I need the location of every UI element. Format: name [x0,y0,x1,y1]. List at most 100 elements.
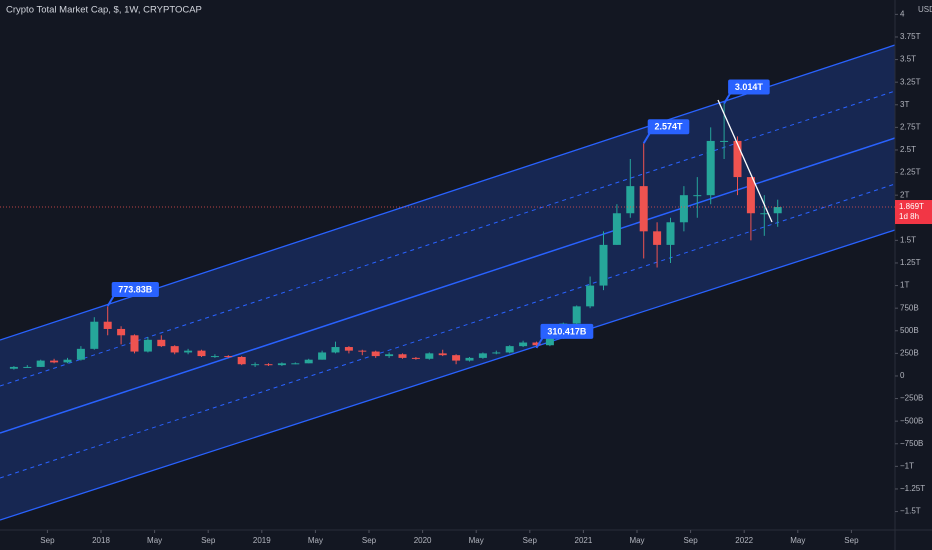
candle-body [170,346,179,353]
candle-body [358,350,367,352]
candle-body [572,306,581,324]
candle-body [760,213,769,215]
candle-body [63,359,72,363]
candle-body [492,352,501,354]
candle-body [331,347,340,353]
callout-pointer [642,132,651,144]
candle-body [773,207,782,214]
candle-body [411,357,420,359]
y-tick-label: 2.25T [900,168,921,177]
y-tick-label: 2.5T [900,145,916,154]
y-tick-label: 750B [900,303,919,312]
candle-body [452,355,461,361]
candle-body [639,186,648,232]
candle-body [103,321,112,329]
x-tick-label: 2021 [575,536,593,545]
candle-body [599,244,608,286]
y-tick-label: −750B [900,439,923,448]
channel-fill [0,45,895,520]
candle-body [653,231,662,245]
callout-pointer [723,92,731,105]
channel-quarter [0,90,896,387]
candle-body [184,350,193,353]
channel-mid [0,137,896,434]
candle-body [746,177,755,214]
x-tick-label: Sep [683,536,698,545]
x-tick-label: 2019 [253,536,271,545]
candle-body [465,357,474,361]
candle-body [679,195,688,223]
candle-body [277,363,286,366]
candle-body [197,350,206,357]
candle-body [586,285,595,307]
candle-body [612,213,621,245]
candle-body [385,354,394,357]
candle-body [117,328,126,336]
callout-pointer [106,295,115,307]
x-tick-label: May [147,536,162,545]
callout-label: 773.83B [118,284,153,294]
y-tick-label: 2T [900,190,909,199]
trend-line [717,99,773,223]
x-tick-label: 2020 [414,536,432,545]
candle-body [157,339,166,347]
y-tick-label: −1.25T [900,484,925,493]
x-tick-label: Sep [523,536,538,545]
y-tick-label: 1.5T [900,235,916,244]
candle-body [626,186,635,214]
candle-body [438,353,447,356]
y-tick-label: 3.25T [900,77,921,86]
y-tick-label: 4 [900,9,905,18]
candle-body [143,339,152,352]
x-tick-label: Sep [362,536,377,545]
candle-body [76,348,85,360]
x-tick-label: Sep [40,536,55,545]
y-tick-label: 2.75T [900,122,921,131]
candle-body [318,352,327,360]
currency: USD [918,5,932,14]
callout-box [540,323,594,339]
candle-body [693,195,702,197]
candle-body [398,354,407,358]
candle-body [9,366,18,369]
x-tick-label: May [790,536,805,545]
last-price-label: 1.869T [899,202,924,211]
channel-lower [0,229,896,521]
candle-body [23,366,32,368]
y-tick-label: 1.25T [900,258,921,267]
x-tick-label: 2022 [735,536,753,545]
y-tick-label: 500B [900,326,919,335]
candle-body [210,356,219,358]
candle-body [733,140,742,178]
x-tick-label: May [308,536,323,545]
y-tick-label: 0 [900,371,905,380]
callout-label: 310.417B [547,326,587,336]
callout-pointer [535,337,544,349]
countdown-label: 1d 8h [899,212,919,221]
chart-title: Crypto Total Market Cap, $, 1W, CRYPTOCA… [6,5,202,16]
x-tick-label: May [469,536,484,545]
x-tick-label: Sep [201,536,216,545]
candle-body [505,346,514,353]
callout-label: 3.014T [735,82,764,92]
candle-body [478,353,487,358]
candle-body [344,347,353,351]
y-tick-label: 1T [900,281,909,290]
candle-body [720,140,729,142]
callout-box [728,79,770,95]
candle-body [666,222,675,245]
callout-label: 2.574T [654,122,683,132]
channel-quarter [0,183,896,479]
candle-body [371,351,380,357]
candle-body [130,335,139,352]
candle-body [706,140,715,196]
candle-body [519,342,528,347]
x-tick-label: May [629,536,644,545]
y-tick-label: 3.5T [900,55,916,64]
candle-body [224,356,233,358]
candle-body [50,360,59,363]
candle-body [36,360,45,367]
candle-body [251,364,260,366]
x-tick-label: Sep [844,536,859,545]
